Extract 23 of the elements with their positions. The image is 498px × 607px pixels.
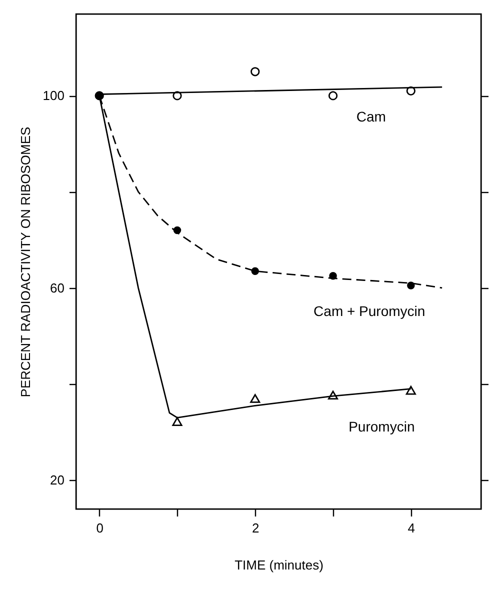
y-tick-label: 100	[42, 88, 64, 104]
x-axis-title: TIME (minutes)	[234, 558, 324, 572]
point	[251, 267, 260, 275]
point	[250, 67, 260, 76]
point	[172, 417, 182, 426]
point	[328, 390, 338, 400]
y-tick-label: 60	[50, 280, 64, 296]
point	[407, 282, 415, 290]
point	[328, 91, 338, 100]
point	[406, 386, 416, 395]
point	[172, 91, 182, 100]
y-axis-title: PERCENT RADIOACTIVITY ON RIBOSOMES	[18, 126, 33, 398]
x-tick-label: 0	[96, 520, 104, 536]
series-label: Cam + Puromycin	[314, 302, 426, 319]
series-label: Cam	[356, 108, 386, 124]
x-tick-label: 2	[252, 520, 260, 536]
point	[329, 272, 337, 280]
point	[173, 226, 182, 234]
y-tick-label: 20	[50, 472, 64, 488]
series-label: Puromycin	[348, 418, 415, 434]
point	[406, 86, 416, 96]
point	[250, 394, 260, 403]
x-tick-label: 4	[408, 520, 416, 536]
